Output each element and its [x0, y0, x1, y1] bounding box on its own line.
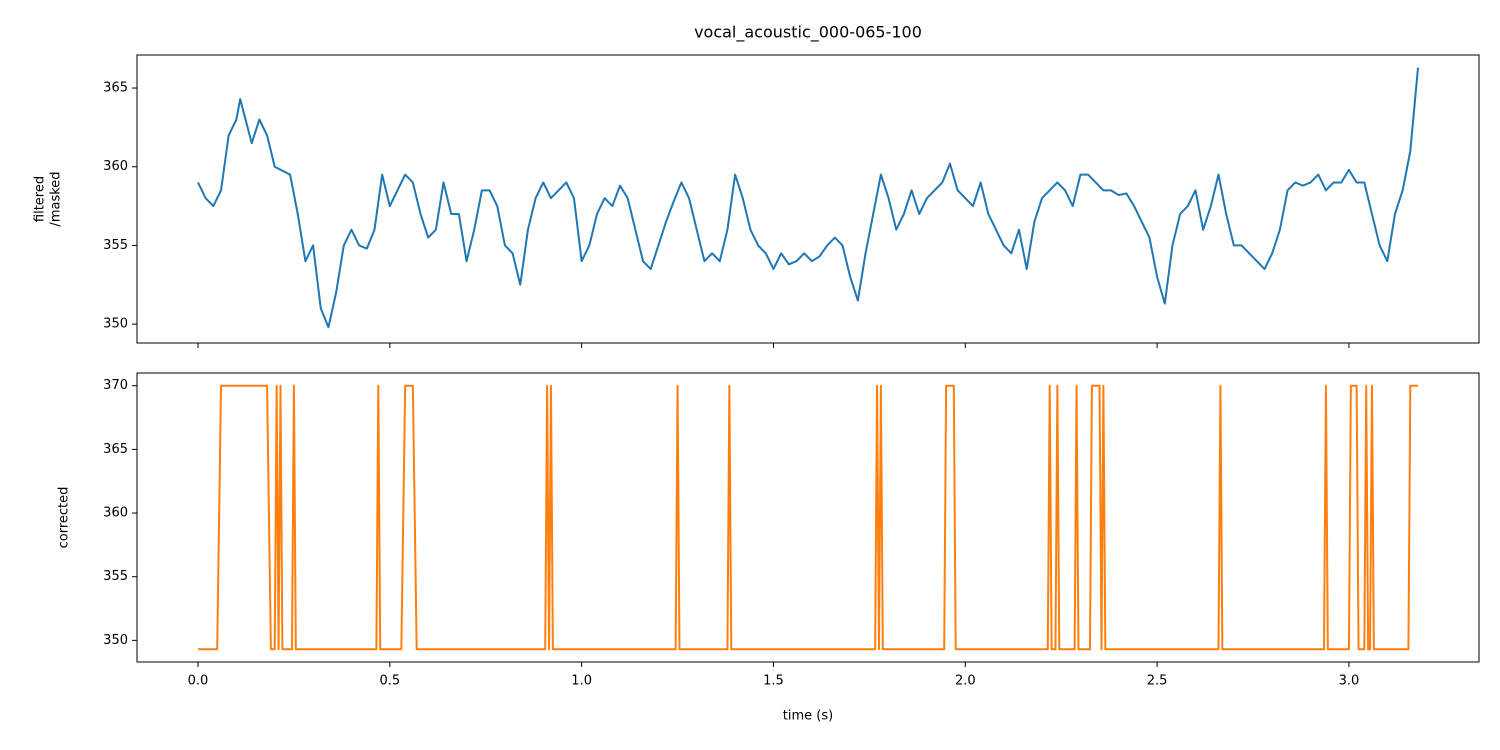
data-line [197, 67, 1419, 329]
x-tick-label: 2.0 [955, 674, 976, 689]
axes-frame [136, 54, 1480, 344]
y-tick-label: 365 [103, 442, 128, 457]
y-tick-label: 355 [103, 569, 128, 584]
x-tick-label: 2.5 [1147, 674, 1168, 689]
x-tick-label: 1.5 [763, 674, 784, 689]
x-tick-label: 3.0 [1339, 674, 1360, 689]
y-tick-label: 360 [103, 506, 128, 521]
x-tick-label: 0.0 [188, 674, 209, 689]
y-axis-label: filtered [33, 176, 48, 222]
x-tick-label: 0.5 [379, 674, 400, 689]
y-tick-label: 355 [103, 238, 128, 253]
y-tick-label: 360 [103, 159, 128, 174]
chart-title: vocal_acoustic_000-065-100 [694, 23, 922, 43]
y-axis-label: corrected [57, 487, 72, 549]
y-tick-label: 365 [103, 81, 128, 96]
y-tick-label: 370 [103, 378, 128, 393]
data-line [198, 384, 1418, 651]
axes-frame [136, 372, 1480, 663]
y-tick-label: 350 [103, 633, 128, 648]
x-tick-label: 1.0 [571, 674, 592, 689]
y-tick-label: 350 [103, 317, 128, 332]
y-axis-label: /masked [49, 171, 64, 226]
x-axis-label: time (s) [783, 709, 833, 724]
